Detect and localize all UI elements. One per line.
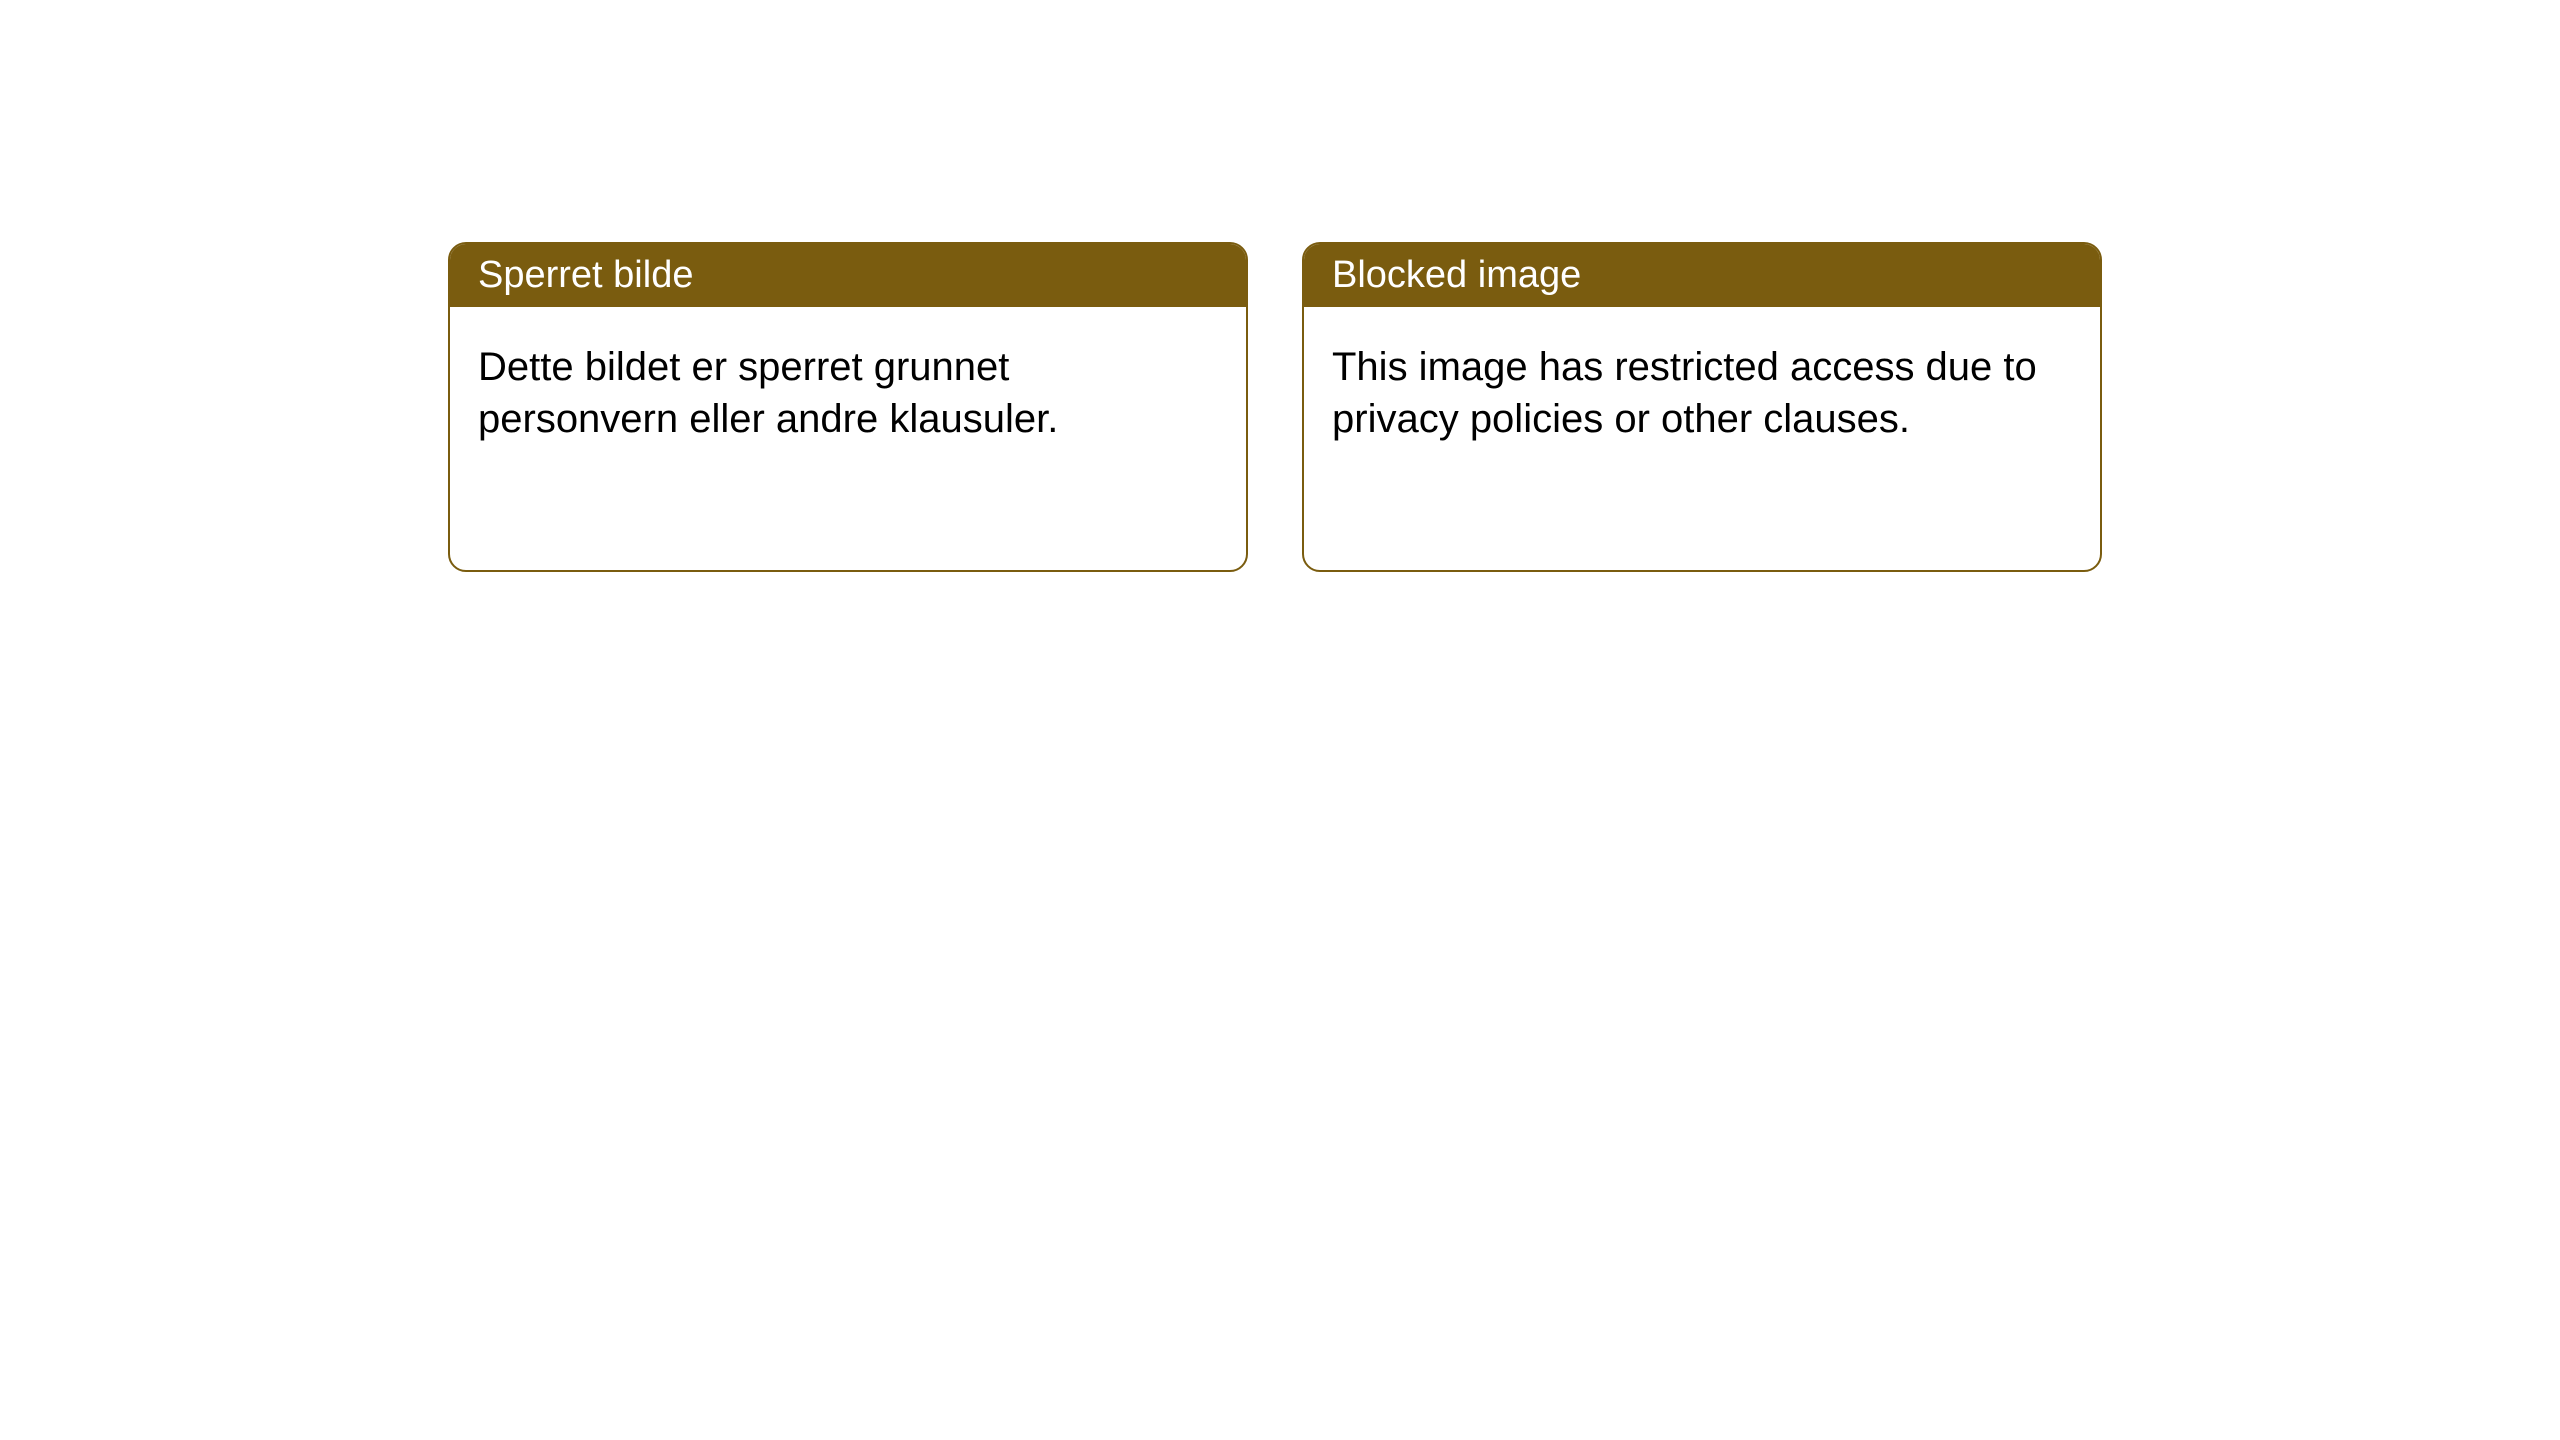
notice-card-norwegian: Sperret bilde Dette bildet er sperret gr… — [448, 242, 1248, 572]
notice-title: Sperret bilde — [478, 254, 693, 296]
notice-header: Sperret bilde — [450, 244, 1246, 307]
notice-body: Dette bildet er sperret grunnet personve… — [450, 307, 1246, 479]
notice-title: Blocked image — [1332, 254, 1581, 296]
notice-text: Dette bildet er sperret grunnet personve… — [478, 345, 1058, 441]
notice-container: Sperret bilde Dette bildet er sperret gr… — [0, 0, 2560, 572]
notice-header: Blocked image — [1304, 244, 2100, 307]
notice-body: This image has restricted access due to … — [1304, 307, 2100, 479]
notice-text: This image has restricted access due to … — [1332, 345, 2037, 441]
notice-card-english: Blocked image This image has restricted … — [1302, 242, 2102, 572]
